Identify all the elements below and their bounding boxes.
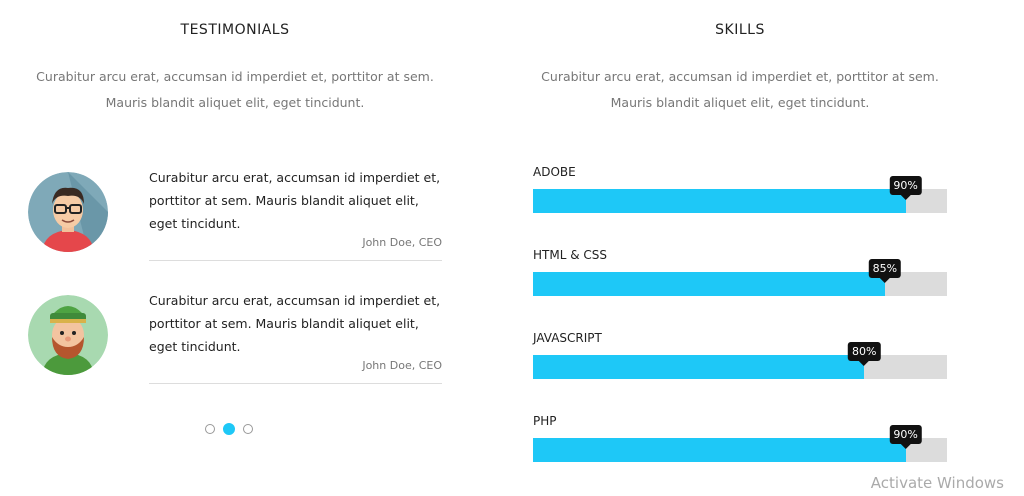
skill-progress-track: 90% [533,176,947,213]
testimonial-text: Curabitur arcu erat, accumsan id imperdi… [149,293,441,354]
skill-item: PHP 90% [533,414,947,474]
skill-progress-fill [533,272,885,296]
testimonials-subtitle-line1: Curabitur arcu erat, accumsan id imperdi… [36,69,434,84]
skill-item: JAVASCRIPT 80% [533,331,947,391]
testimonial-divider [149,260,442,261]
testimonial-item: Curabitur arcu erat, accumsan id imperdi… [28,170,442,292]
skill-percent-tooltip: 80% [847,342,881,366]
skill-progress-track: 80% [533,342,947,379]
skill-label: JAVASCRIPT [533,331,602,345]
testimonial-item: Curabitur arcu erat, accumsan id imperdi… [28,293,442,415]
skill-label: HTML & CSS [533,248,607,262]
skill-label: PHP [533,414,557,428]
testimonial-text: Curabitur arcu erat, accumsan id imperdi… [149,170,441,231]
pagination-dot-1[interactable] [205,424,215,434]
skills-subtitle: Curabitur arcu erat, accumsan id imperdi… [520,64,960,116]
skill-item: HTML & CSS 85% [533,248,947,308]
skill-progress-fill [533,355,865,379]
skills-title: SKILLS [715,22,765,38]
skills-subtitle-line1: Curabitur arcu erat, accumsan id imperdi… [541,69,939,84]
skill-item: ADOBE 90% [533,165,947,225]
bearded-man-with-hat-avatar [28,295,108,375]
testimonial-pagination [205,423,253,435]
skill-percent-tooltip: 85% [868,259,902,283]
testimonials-subtitle: Curabitur arcu erat, accumsan id imperdi… [15,64,455,116]
pagination-dot-3[interactable] [243,424,253,434]
testimonials-subtitle-line2: Mauris blandit aliquet elit, eget tincid… [105,95,365,110]
skill-progress-fill [533,189,906,213]
testimonial-author: John Doe, CEO [362,359,442,372]
testimonials-title: TESTIMONIALS [180,22,290,38]
activate-windows-watermark: Activate Windows [870,474,1004,492]
skill-percent-tooltip: 90% [889,425,922,449]
man-with-glasses-avatar [28,172,108,252]
testimonial-divider [149,383,442,384]
skill-label: ADOBE [533,165,576,179]
skill-progress-track: 90% [533,425,947,462]
skill-progress-fill [533,438,906,462]
skill-percent-tooltip: 90% [889,176,922,200]
skills-subtitle-line2: Mauris blandit aliquet elit, eget tincid… [610,95,870,110]
testimonial-author: John Doe, CEO [362,236,442,249]
pagination-dot-2[interactable] [223,423,235,435]
skill-progress-track: 85% [533,259,947,296]
